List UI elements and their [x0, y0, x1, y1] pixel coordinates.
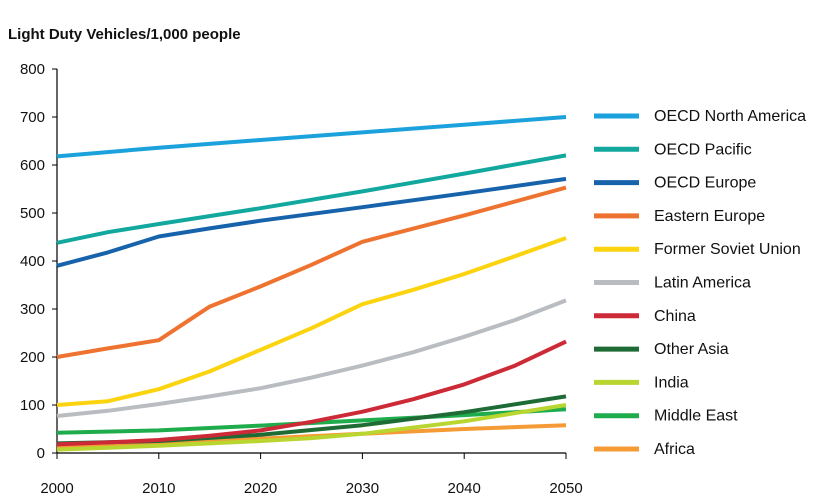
series-line-oecd-europe	[56, 176, 567, 268]
x-tick-label: 2010	[142, 480, 175, 497]
series-lines	[56, 115, 567, 452]
series-line-oecd-pacific	[56, 153, 567, 245]
x-tick-label: 2020	[244, 480, 277, 497]
legend-label-china: China	[654, 308, 696, 325]
legend-label-africa: Africa	[654, 441, 695, 458]
series-line-latin-america	[56, 298, 567, 418]
y-tick-label: 0	[37, 445, 45, 462]
x-tick-label: 2040	[448, 480, 481, 497]
legend-label-eastern-europe: Eastern Europe	[654, 208, 765, 225]
legend: OECD North America OECD Pacific OECD Europ…	[594, 108, 806, 458]
x-tick-label: 2000	[40, 480, 73, 497]
y-tick-label: 600	[20, 157, 45, 174]
y-tick-label: 400	[20, 253, 45, 270]
axes: 0 100 200 300 400 500 600 700 800 2000 2010 2020 203…	[20, 61, 583, 497]
series-line-china	[56, 339, 567, 447]
y-tick-label: 200	[20, 349, 45, 366]
legend-label-former-soviet-union: Former Soviet Union	[654, 241, 801, 258]
y-tick-label: 700	[20, 109, 45, 126]
chart-title: Light Duty Vehicles/1,000 people	[8, 26, 241, 43]
x-tick-label: 2050	[549, 480, 582, 497]
legend-label-oecd-north-america: OECD North America	[654, 108, 806, 125]
legend-label-latin-america: Latin America	[654, 275, 751, 292]
legend-label-oecd-europe: OECD Europe	[654, 175, 756, 192]
series-line-former-soviet-union	[56, 236, 567, 407]
y-tick-label: 100	[20, 397, 45, 414]
series-line-oecd-north-america	[56, 115, 567, 159]
y-tick-label: 500	[20, 205, 45, 222]
y-tick-label: 800	[20, 61, 45, 78]
y-tick-label: 300	[20, 301, 45, 318]
legend-label-oecd-pacific: OECD Pacific	[654, 141, 752, 158]
legend-label-india: India	[654, 374, 689, 391]
legend-label-middle-east: Middle East	[654, 408, 738, 425]
series-line-eastern-europe	[56, 185, 567, 359]
legend-label-other-asia: Other Asia	[654, 341, 729, 358]
x-tick-label: 2030	[346, 480, 379, 497]
series-line-india	[56, 403, 567, 452]
